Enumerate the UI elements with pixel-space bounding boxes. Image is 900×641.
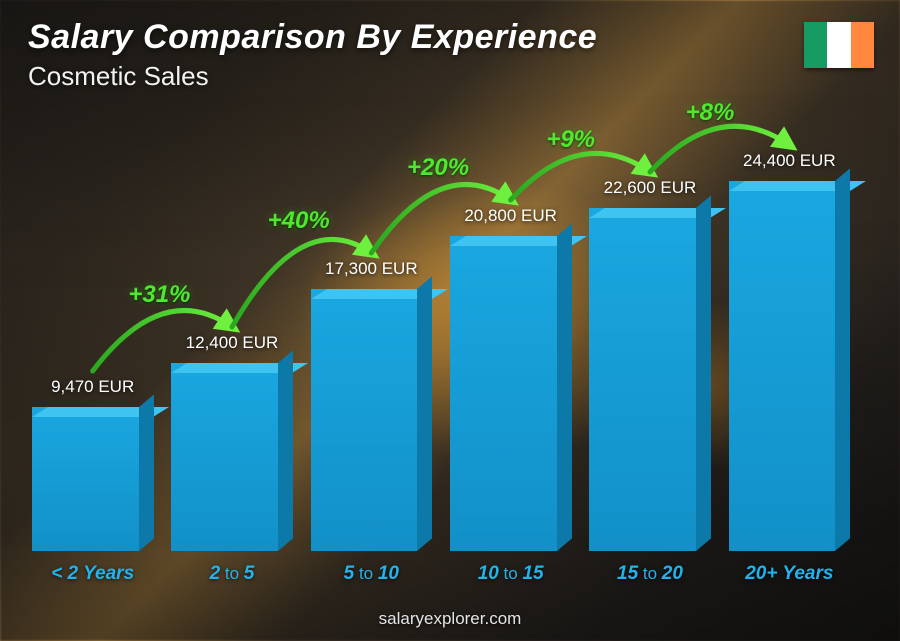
x-axis-labels: < 2 Years 2 to 5 5 to 10 10 to 15 15 to 20 20…	[32, 563, 850, 585]
x-label-0: < 2 Years	[32, 563, 153, 585]
increase-pct-3: +9%	[546, 126, 595, 154]
bar-value-label: 12,400 EUR	[186, 333, 279, 353]
increase-pct-0: +31%	[128, 281, 190, 309]
flag-stripe-white	[827, 22, 850, 68]
salary-bar-chart: 9,470 EUR 12,400 EUR 17,300 EUR 20,800 EUR 2…	[32, 120, 850, 579]
ireland-flag-icon	[804, 22, 874, 68]
bar-value-label: 9,470 EUR	[51, 377, 134, 397]
flag-stripe-orange	[851, 22, 874, 68]
bar-shape	[32, 407, 153, 551]
bar-value-label: 22,600 EUR	[604, 178, 697, 198]
bar-value-label: 24,400 EUR	[743, 151, 836, 171]
bar-5: 24,400 EUR	[729, 151, 850, 551]
bar-value-label: 17,300 EUR	[325, 259, 418, 279]
bar-4: 22,600 EUR	[589, 178, 710, 551]
bar-shape	[311, 289, 432, 551]
page-title: Salary Comparison By Experience	[28, 18, 597, 57]
bar-shape	[450, 236, 571, 551]
bar-value-label: 20,800 EUR	[464, 206, 557, 226]
bar-1: 12,400 EUR	[171, 333, 292, 551]
bar-shape	[171, 363, 292, 551]
x-label-4: 15 to 20	[589, 563, 710, 585]
page-subtitle: Cosmetic Sales	[28, 61, 597, 92]
bar-2: 17,300 EUR	[311, 259, 432, 551]
bar-shape	[589, 208, 710, 551]
increase-pct-1: +40%	[268, 207, 330, 235]
increase-pct-2: +20%	[407, 154, 469, 182]
x-label-1: 2 to 5	[171, 563, 292, 585]
increase-pct-4: +8%	[686, 99, 735, 127]
bar-3: 20,800 EUR	[450, 206, 571, 551]
x-label-3: 10 to 15	[450, 563, 571, 585]
bars-container: 9,470 EUR 12,400 EUR 17,300 EUR 20,800 EUR 2…	[32, 151, 850, 551]
x-label-2: 5 to 10	[311, 563, 432, 585]
flag-stripe-green	[804, 22, 827, 68]
footer-source: salaryexplorer.com	[0, 609, 900, 629]
bar-shape	[729, 181, 850, 551]
header: Salary Comparison By Experience Cosmetic…	[28, 18, 597, 92]
bar-0: 9,470 EUR	[32, 377, 153, 551]
x-label-5: 20+ Years	[729, 563, 850, 585]
